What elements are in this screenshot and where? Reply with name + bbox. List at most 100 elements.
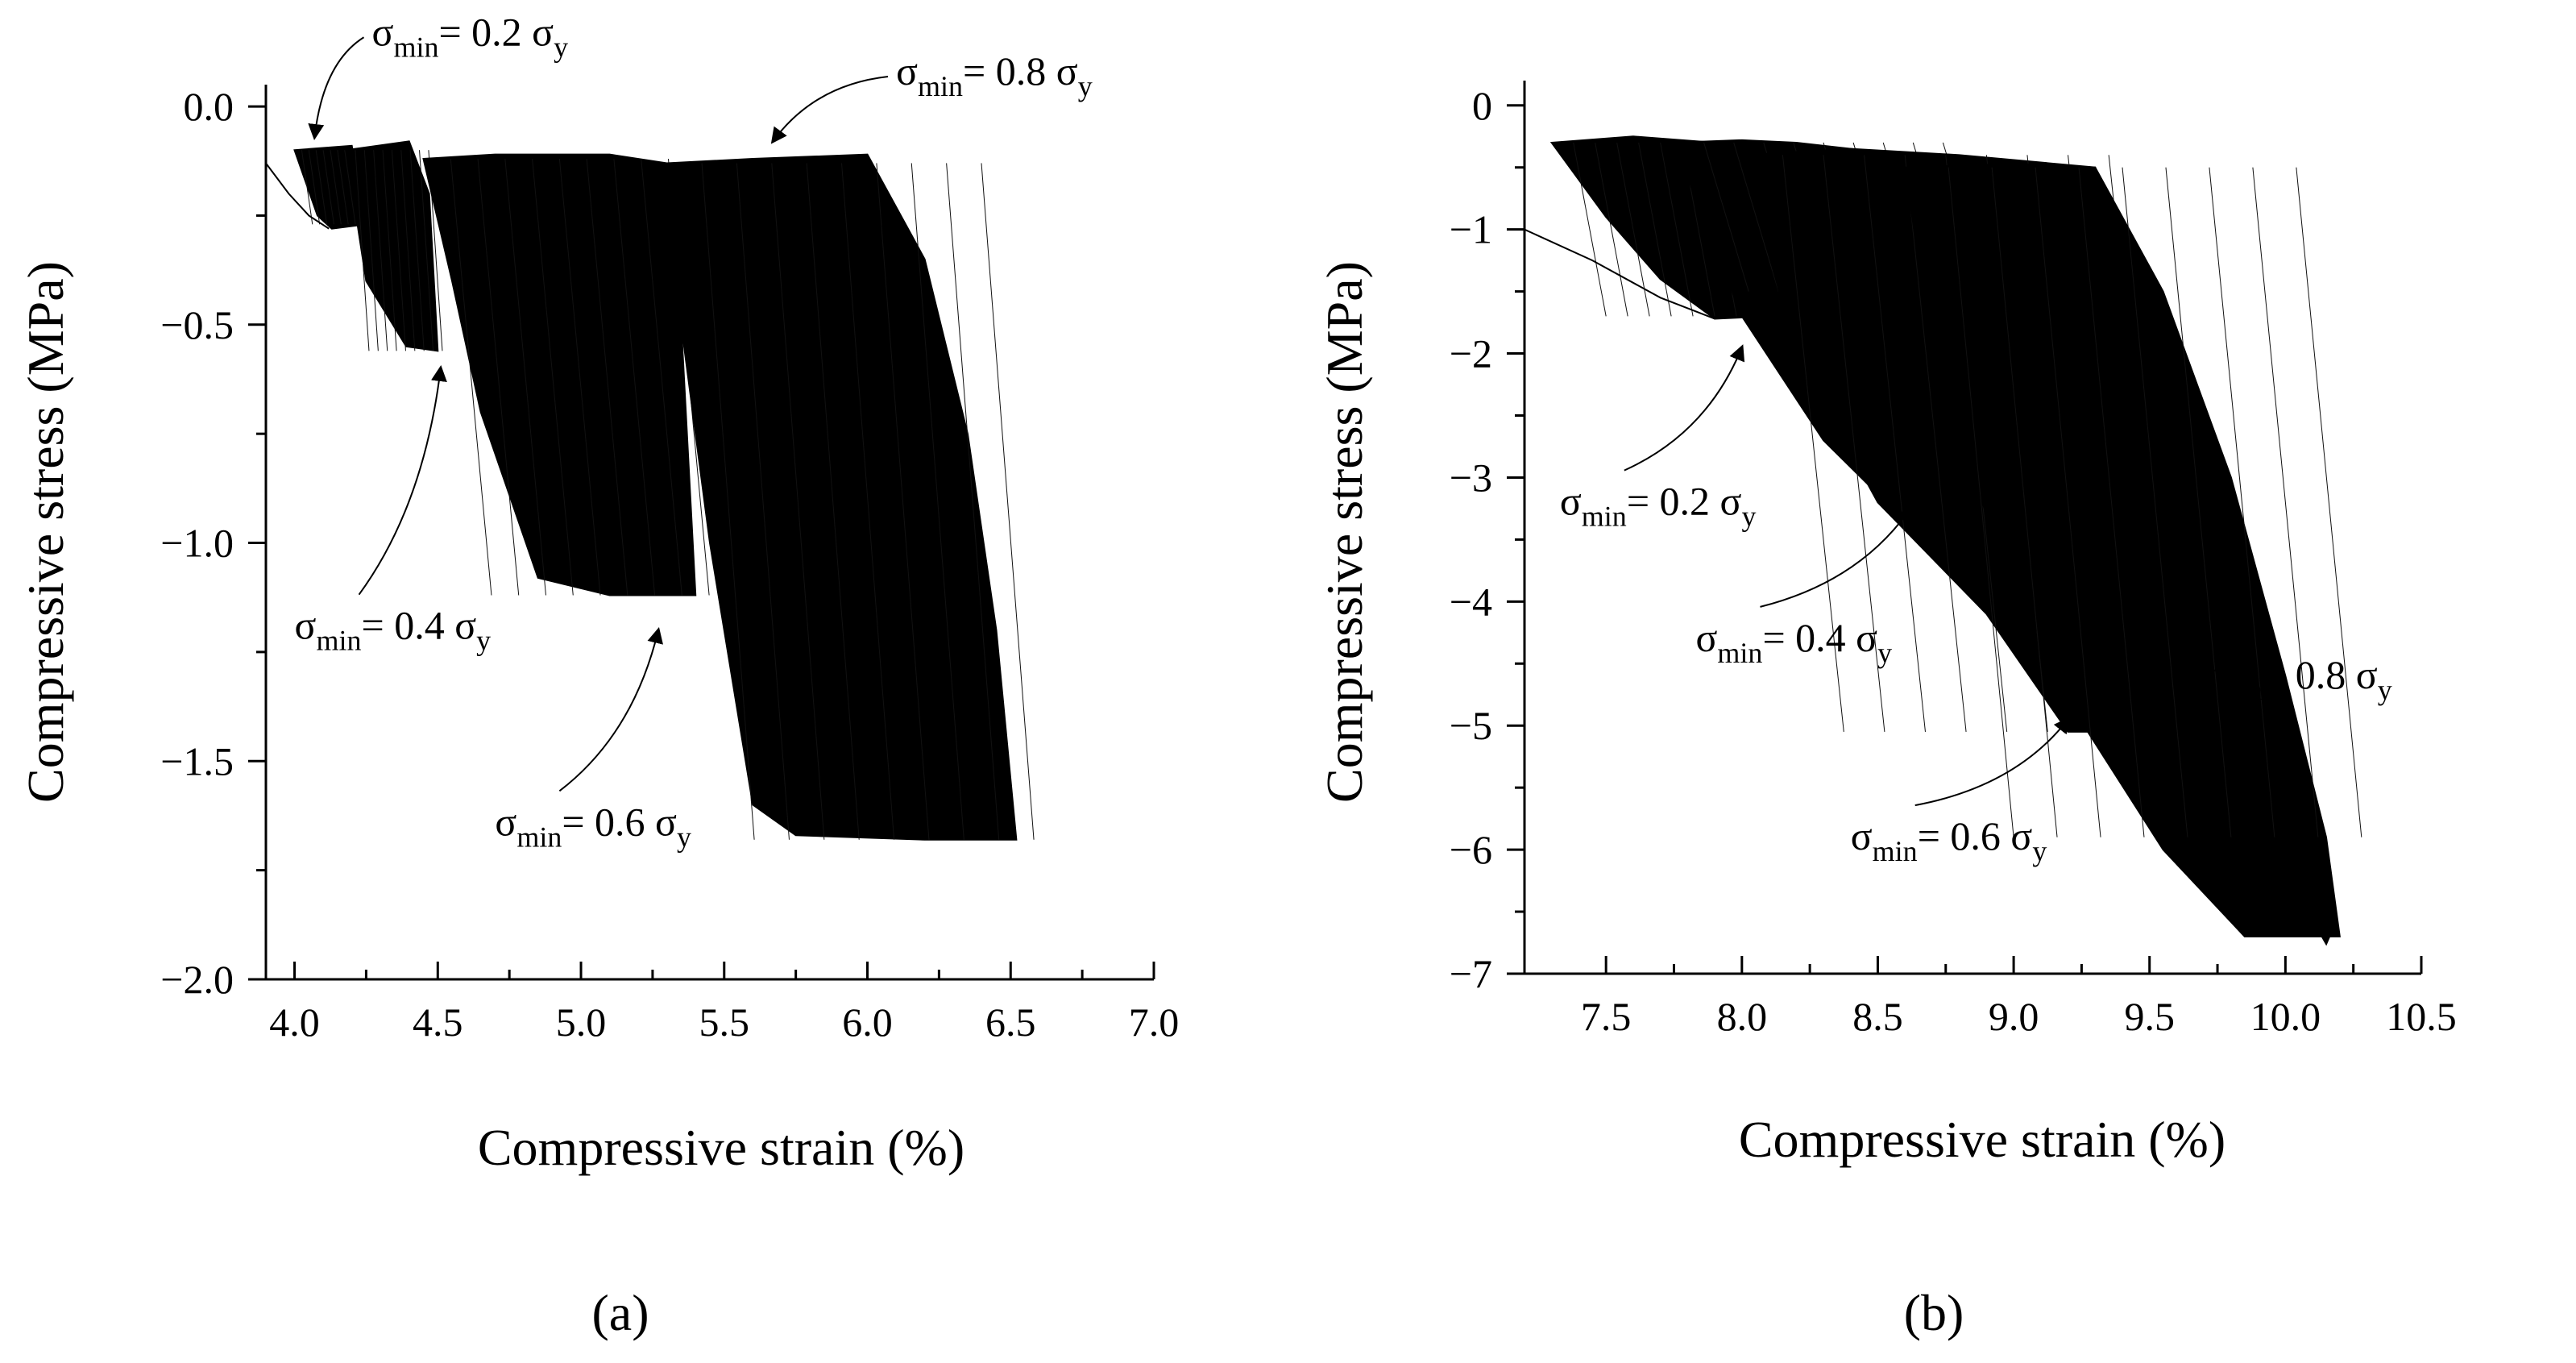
cycle-line xyxy=(1733,142,1779,292)
cycle-line xyxy=(911,163,964,840)
cycle-line xyxy=(1823,155,1885,732)
y-tick-label: −0.5 xyxy=(160,302,234,347)
annotation-arrow xyxy=(1914,717,2071,807)
series-region-4 xyxy=(1904,163,2341,937)
annotation-arrow xyxy=(558,626,663,792)
cycle-line xyxy=(409,150,425,351)
cycle-line xyxy=(1660,142,1694,317)
annotation-label: σmin= 0.4 σy xyxy=(1695,615,1892,669)
cycle-line xyxy=(330,150,342,225)
y-tick-label: 0 xyxy=(1472,83,1492,128)
annotation-arrow xyxy=(308,36,365,140)
cycle-line xyxy=(1864,155,1926,732)
cycle-line xyxy=(1638,142,1672,317)
series-region-3 xyxy=(422,153,697,596)
x-axis-title: Compressive strain (%) xyxy=(478,1119,964,1176)
panel-b: 7.5 8.0 8.5 9.0 9.5 10.0 10.5 0 −1 −2 −3 −4 −5 −6 −7 σm… xyxy=(1316,81,2457,1341)
x-tick-label: 10.5 xyxy=(2386,994,2457,1039)
annotation-arrow xyxy=(1760,505,1913,608)
x-tick-label: 10.0 xyxy=(2250,994,2321,1039)
y-tick-label: −6 xyxy=(1450,827,1492,872)
y-tick-label: −7 xyxy=(1450,951,1492,996)
cycle-line xyxy=(2209,167,2275,837)
cycle-line xyxy=(2078,167,2145,837)
cycle-line xyxy=(344,150,356,225)
cycle-line xyxy=(532,159,574,596)
cycle-line xyxy=(1782,155,1844,732)
series-region-4 xyxy=(666,153,1018,841)
cycle-line xyxy=(391,150,406,351)
x-tick-label: 9.0 xyxy=(1989,994,2039,1039)
cycle-line xyxy=(2252,167,2319,837)
cycle-line xyxy=(2165,167,2232,837)
y-tick-label: −4 xyxy=(1450,579,1492,624)
cycle-line xyxy=(1991,167,2058,837)
initial-loading-curve xyxy=(1524,228,1715,320)
annotation-arrow xyxy=(2259,679,2334,946)
cycle-line xyxy=(337,150,349,225)
y-axis-title: Compressive stress (MPa) xyxy=(17,261,74,803)
cycle-line xyxy=(876,163,930,840)
cycle-line xyxy=(308,150,321,225)
cycle-line xyxy=(641,159,682,596)
cycle-line xyxy=(558,159,601,596)
cycle-line xyxy=(400,150,416,351)
x-tick-label: 4.5 xyxy=(413,999,463,1045)
annotation-arrow xyxy=(770,76,889,144)
cycle-line xyxy=(806,163,860,840)
cycle-line xyxy=(701,163,755,840)
cycle-line xyxy=(1595,142,1628,317)
cycle-line xyxy=(946,163,1000,840)
cycle-line xyxy=(771,163,825,840)
cycle-line xyxy=(586,159,628,596)
annotation-label: σmin= 0.4 σy xyxy=(295,603,492,657)
panel-label: (a) xyxy=(591,1284,649,1341)
x-tick-label: 7.0 xyxy=(1129,999,1180,1045)
x-axis-title: Compressive strain (%) xyxy=(1739,1111,2225,1168)
cycle-line xyxy=(1948,167,2014,837)
cycle-line xyxy=(373,150,388,351)
panel-label: (b) xyxy=(1904,1284,1964,1341)
y-tick-label: −3 xyxy=(1450,455,1492,500)
cycle-line xyxy=(355,150,370,351)
y-axis-title: Compressive stress (MPa) xyxy=(1316,261,1373,803)
annotation-label: σmin= 0.8 σy xyxy=(896,48,1093,102)
cycle-line xyxy=(2035,167,2101,837)
annotation-label: σmin= 0.8 σy xyxy=(2196,652,2392,706)
cycle-line xyxy=(841,163,895,840)
y-tick-label: −5 xyxy=(1450,703,1492,748)
y-tick-label: −2 xyxy=(1450,331,1492,376)
y-tick-label: −1.0 xyxy=(160,521,234,566)
cycle-line xyxy=(363,150,379,351)
x-tick-label: 4.0 xyxy=(269,999,320,1045)
annotation-label: σmin= 0.2 σy xyxy=(1560,479,1757,533)
cycle-line xyxy=(419,150,434,351)
series-region-2 xyxy=(345,140,439,352)
annotation-label: σmin= 0.2 σy xyxy=(372,9,569,63)
cycle-line xyxy=(382,150,397,351)
cycle-line xyxy=(504,159,546,596)
cycle-line xyxy=(315,150,328,225)
annotation-label: σmin= 0.6 σy xyxy=(1851,813,2047,867)
cycle-line xyxy=(301,150,313,225)
y-tick-label: −2.0 xyxy=(160,957,234,1002)
x-tick-label: 9.5 xyxy=(2124,994,2175,1039)
cycle-line xyxy=(477,159,520,596)
cycle-line xyxy=(736,163,790,840)
annotation-arrow xyxy=(1624,344,1745,472)
y-tick-label: 0.0 xyxy=(184,84,234,129)
cycle-line xyxy=(322,150,334,225)
annotation-label: σmin= 0.6 σy xyxy=(495,799,691,853)
annotation-arrow xyxy=(358,364,447,596)
y-tick-label: −1.5 xyxy=(160,738,234,783)
cycle-line xyxy=(1616,142,1650,317)
x-tick-label: 8.0 xyxy=(1717,994,1768,1039)
cycle-line xyxy=(613,159,656,596)
x-tick-label: 6.5 xyxy=(985,999,1036,1045)
x-tick-label: 5.0 xyxy=(556,999,607,1045)
panel-a: 4.0 4.5 5.0 5.5 6.0 6.5 7.0 0.0 −0.5 −1.0 −1.5 −2.0… xyxy=(17,9,1179,1341)
cycle-line xyxy=(450,159,492,596)
x-tick-label: 6.0 xyxy=(842,999,893,1045)
x-tick-label: 5.5 xyxy=(699,999,750,1045)
